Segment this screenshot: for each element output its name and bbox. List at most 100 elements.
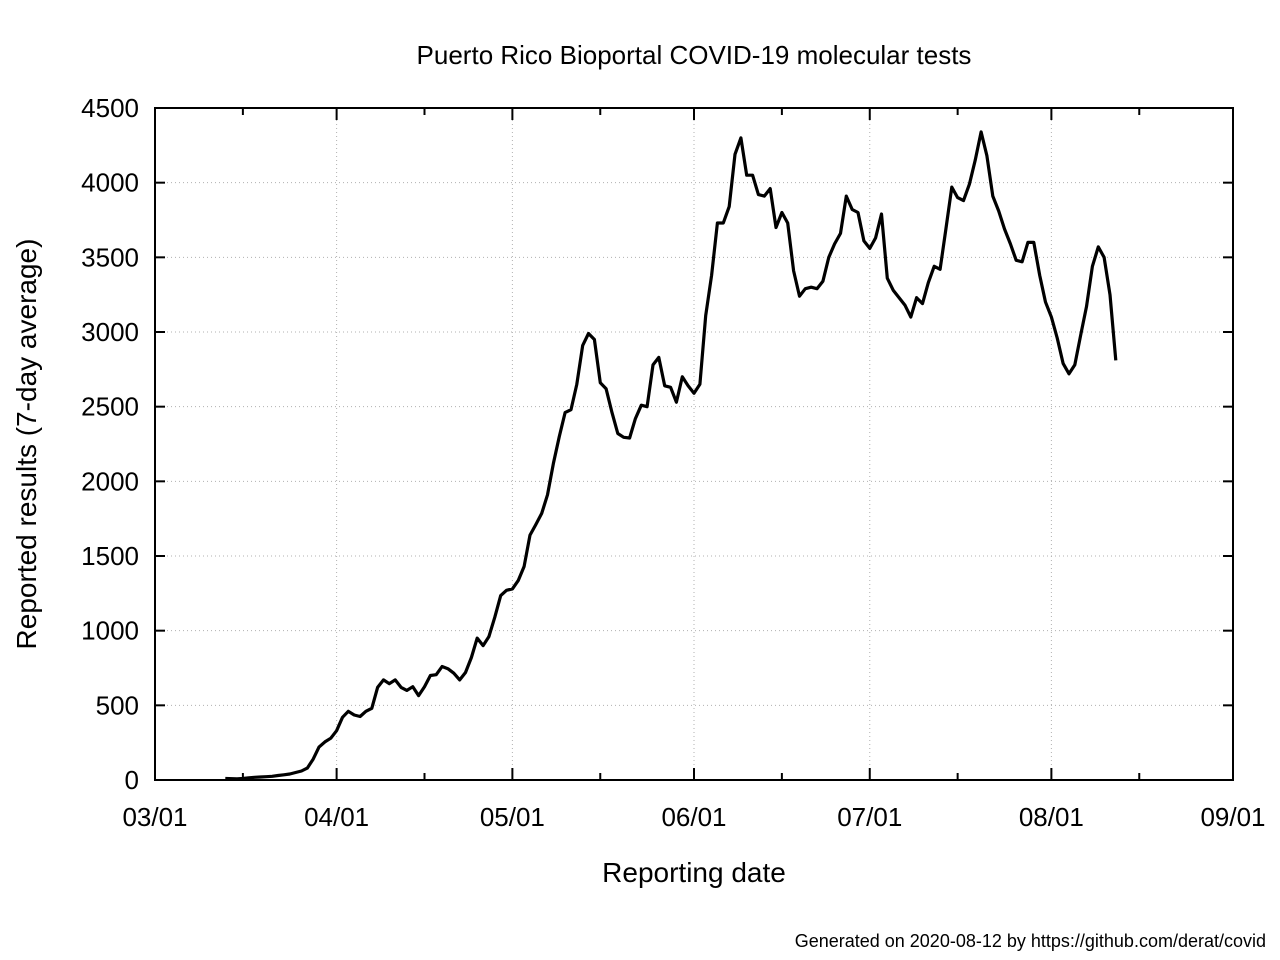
chart-title: Puerto Rico Bioportal COVID-19 molecular… — [417, 40, 972, 70]
data-point — [962, 199, 965, 202]
data-point — [329, 737, 332, 740]
data-point — [997, 210, 1000, 213]
data-point — [259, 776, 262, 779]
data-point — [1009, 242, 1012, 245]
data-point — [405, 689, 408, 692]
data-point — [763, 195, 766, 198]
data-point — [534, 523, 537, 526]
data-point — [493, 616, 496, 619]
data-point — [722, 222, 725, 225]
data-point — [927, 281, 930, 284]
y-tick-label: 500 — [96, 690, 139, 720]
data-point — [792, 269, 795, 272]
data-point — [663, 384, 666, 387]
data-point — [745, 174, 748, 177]
data-point — [564, 411, 567, 414]
data-point — [364, 710, 367, 713]
y-tick-label: 4500 — [81, 93, 139, 123]
data-point — [892, 289, 895, 292]
y-tick-label: 3000 — [81, 317, 139, 347]
data-point — [581, 344, 584, 347]
grid — [155, 108, 1233, 780]
data-point — [312, 758, 315, 761]
data-point — [288, 773, 291, 776]
data-point — [780, 211, 783, 214]
data-point — [991, 195, 994, 198]
data-point — [950, 186, 953, 189]
data-point — [757, 193, 760, 196]
data-point — [810, 286, 813, 289]
data-point — [1050, 316, 1053, 319]
data-point — [300, 770, 303, 773]
data-point — [798, 295, 801, 298]
data-point — [898, 296, 901, 299]
data-point — [517, 579, 520, 582]
series-line — [225, 130, 1118, 781]
data-point — [335, 729, 338, 732]
data-point — [511, 587, 514, 590]
y-tick-label: 1000 — [81, 616, 139, 646]
y-tick-label: 3500 — [81, 242, 139, 272]
data-point — [652, 363, 655, 366]
data-point — [874, 236, 877, 239]
data-point — [646, 405, 649, 408]
data-point — [827, 256, 830, 259]
data-point — [634, 417, 637, 420]
data-point — [693, 392, 696, 395]
data-point — [523, 565, 526, 568]
footer-credit: Generated on 2020-08-12 by https://githu… — [794, 931, 1266, 951]
data-point — [359, 715, 362, 718]
data-point — [816, 287, 819, 290]
data-point — [429, 674, 432, 677]
data-point — [452, 672, 455, 675]
data-point — [675, 401, 678, 404]
data-point — [944, 228, 947, 231]
data-point — [1073, 363, 1076, 366]
data-point — [394, 678, 397, 681]
data-point — [247, 776, 250, 779]
data-point — [769, 187, 772, 190]
data-point — [698, 383, 701, 386]
data-point — [1015, 259, 1018, 262]
x-tick-label: 06/01 — [661, 802, 726, 832]
data-point — [605, 387, 608, 390]
data-point — [980, 130, 983, 133]
data-point — [786, 222, 789, 225]
data-point — [1109, 293, 1112, 296]
data-point — [985, 154, 988, 157]
data-point — [1091, 265, 1094, 268]
data-point — [628, 437, 631, 440]
data-point — [505, 589, 508, 592]
data-point — [599, 381, 602, 384]
data-point — [657, 356, 660, 359]
data-point — [1056, 337, 1059, 340]
data-point — [1114, 359, 1117, 362]
data-point — [341, 716, 344, 719]
data-point — [446, 667, 449, 670]
data-point — [880, 213, 883, 216]
data-point — [271, 775, 274, 778]
data-point — [968, 183, 971, 186]
y-tick-label: 2500 — [81, 392, 139, 422]
data-point — [552, 462, 555, 465]
data-point — [482, 644, 485, 647]
data-point — [1079, 334, 1082, 337]
plot-frame — [154, 107, 1234, 781]
data-point — [886, 277, 889, 280]
data-point — [974, 159, 977, 162]
data-point — [306, 767, 309, 770]
data-point — [265, 775, 268, 778]
data-point — [476, 637, 479, 640]
y-tick-label: 0 — [125, 765, 139, 795]
data-point — [1062, 362, 1065, 365]
data-point — [558, 435, 561, 438]
data-point — [845, 195, 848, 198]
y-tick-label: 4000 — [81, 168, 139, 198]
data-point — [546, 493, 549, 496]
data-point — [575, 383, 578, 386]
x-tick-label: 04/01 — [304, 802, 369, 832]
data-point — [282, 773, 285, 776]
data-point — [669, 386, 672, 389]
data-point — [611, 411, 614, 414]
